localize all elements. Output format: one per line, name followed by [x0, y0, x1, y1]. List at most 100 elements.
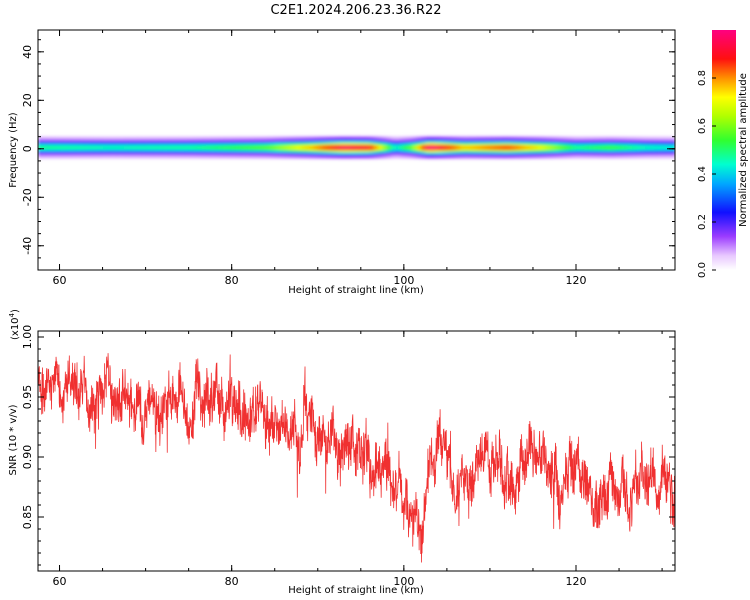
- heatmap-cell: [455, 146, 461, 149]
- heatmap-cell: [261, 146, 267, 149]
- heatmap-cell: [631, 146, 637, 149]
- heatmap-cell: [373, 146, 379, 149]
- heatmap-cell: [442, 146, 448, 149]
- y-tick-label: 0: [21, 145, 34, 152]
- heatmap-cell: [352, 146, 358, 149]
- heatmap-cell: [636, 146, 642, 149]
- heatmap-cell: [205, 146, 211, 149]
- heatmap-cell: [365, 146, 371, 149]
- heatmap-cell: [240, 146, 246, 149]
- heatmap-cell: [102, 146, 108, 149]
- x-tick-label: 80: [225, 575, 239, 588]
- heatmap-cell: [257, 146, 263, 149]
- heatmap-cell: [558, 146, 564, 149]
- y-tick-label: 20: [21, 93, 34, 107]
- heatmap-cell: [395, 146, 401, 149]
- heatmap-cell: [124, 146, 129, 149]
- heatmap-cell: [571, 146, 577, 149]
- heatmap-cell: [545, 146, 551, 149]
- heatmap-cell: [511, 146, 517, 149]
- y-tick-label: 1.00: [21, 325, 34, 350]
- heatmap-cell: [72, 146, 78, 149]
- snr-panel: 60 80 100 120 1.00 0.95 0.90 0.85 Height of str…: [8, 309, 676, 596]
- spectrogram-xlabel: Height of straight line (km): [288, 285, 424, 296]
- heatmap-cell: [171, 146, 177, 149]
- y-tick-label: -40: [21, 237, 34, 255]
- heatmap-cell: [567, 146, 573, 149]
- heatmap-cell: [464, 146, 470, 149]
- spectrogram-frame: [37, 29, 676, 271]
- heatmap-cell: [85, 146, 91, 149]
- heatmap-cell: [481, 146, 487, 149]
- heatmap-cell: [451, 146, 457, 149]
- heatmap-cell: [412, 146, 418, 149]
- heatmap-cell: [46, 146, 52, 149]
- y-tick-label: -20: [21, 188, 34, 206]
- heatmap-cell: [244, 146, 250, 149]
- heatmap-cell: [287, 146, 293, 149]
- heatmap-cell: [576, 146, 581, 149]
- heatmap-cell: [158, 146, 164, 149]
- x-tick-label: 60: [53, 575, 67, 588]
- heatmap-cell: [347, 146, 353, 149]
- heatmap-cell: [468, 146, 474, 149]
- heatmap-cell: [593, 146, 599, 149]
- heatmap-cell: [472, 146, 478, 149]
- spectrogram-axes: 60 80 100 120 40 20 0 -20 -40: [21, 30, 675, 287]
- heatmap-cell: [528, 146, 534, 149]
- heatmap-cell: [421, 146, 426, 149]
- heatmap-cell: [132, 146, 138, 149]
- heatmap-cell: [627, 146, 633, 149]
- heatmap-cell: [640, 146, 646, 149]
- spectrogram-band: [38, 136, 675, 159]
- heatmap-cell: [59, 146, 65, 149]
- heatmap-cell: [498, 146, 504, 149]
- heatmap-cell: [588, 146, 594, 149]
- heatmap-cell: [218, 146, 224, 149]
- heatmap-cell: [606, 146, 612, 149]
- heatmap-cell: [154, 146, 160, 149]
- heatmap-cell: [610, 146, 616, 149]
- y-tick-label: 0.95: [21, 385, 34, 410]
- heatmap-cell: [477, 146, 482, 149]
- heatmap-cell: [98, 146, 104, 149]
- heatmap-cell: [580, 146, 586, 149]
- snr-scale-prefix: (x10: [10, 317, 21, 340]
- heatmap-cell: [188, 146, 194, 149]
- heatmap-cell: [119, 146, 125, 149]
- snr-frame: [37, 330, 676, 572]
- heatmap-cell: [416, 146, 422, 149]
- heatmap-cell: [532, 146, 538, 149]
- heatmap-cell: [378, 146, 383, 149]
- x-tick-label: 100: [393, 575, 414, 588]
- x-tick-label: 120: [566, 575, 587, 588]
- heatmap-cell: [662, 146, 667, 149]
- snr-scale-suffix: ): [10, 309, 21, 313]
- y-tick-label: 0.85: [21, 505, 34, 530]
- heatmap-cell: [136, 146, 142, 149]
- heatmap-cell: [382, 146, 388, 149]
- colorbar: 0.0 0.2 0.4 0.6 0.8 Normalized spectral ampl…: [697, 30, 749, 278]
- spectrogram-panel: 60 80 100 120 40 20 0 -20 -40 Height of straight…: [8, 29, 676, 296]
- colorbar-tick-label: 0.0: [697, 262, 708, 278]
- heatmap-cell: [489, 146, 495, 149]
- heatmap-cell: [55, 146, 61, 149]
- heatmap-cell: [141, 146, 147, 149]
- heatmap-cell: [149, 146, 155, 149]
- x-tick-label: 100: [393, 274, 414, 287]
- heatmap-cell: [253, 146, 259, 149]
- heatmap-cell: [485, 146, 491, 149]
- heatmap-cell: [248, 146, 254, 149]
- heatmap-cell: [210, 146, 216, 149]
- heatmap-cell: [657, 146, 663, 149]
- heatmap-cell: [175, 146, 181, 149]
- heatmap-cell: [304, 146, 310, 149]
- heatmap-cell: [106, 146, 112, 149]
- heatmap-cell: [339, 146, 345, 149]
- heatmap-cell: [326, 146, 332, 149]
- heatmap-cell: [214, 146, 220, 149]
- x-tick-label: 80: [225, 274, 239, 287]
- heatmap-cell: [197, 146, 203, 149]
- heatmap-cell: [369, 146, 375, 149]
